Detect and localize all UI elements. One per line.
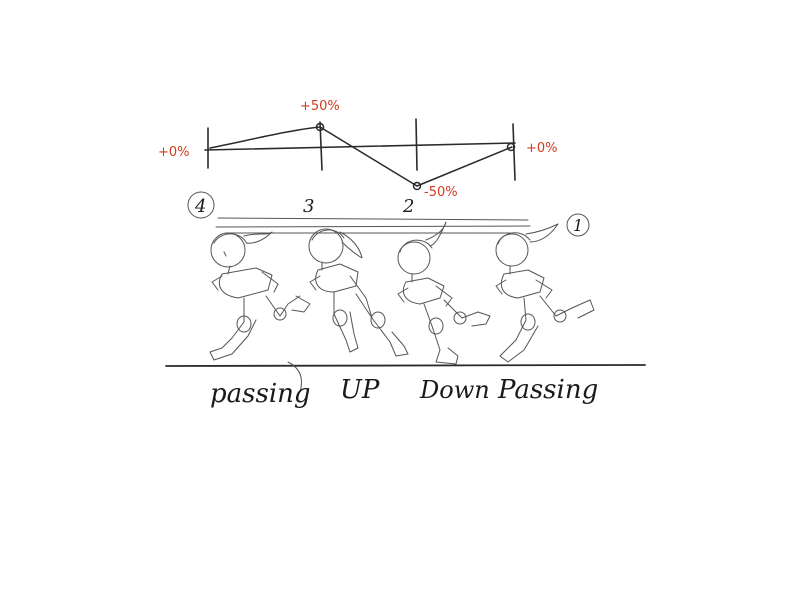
spacing-chart: +0% +50% -50% +0% bbox=[158, 99, 558, 200]
frame-number-circle-1 bbox=[566, 213, 590, 237]
frame-number-4: 4 bbox=[194, 196, 206, 217]
ground-mark bbox=[287, 361, 302, 393]
chart-baseline bbox=[204, 142, 516, 151]
chart-tick-mid-right bbox=[415, 118, 418, 171]
chart-point-bottom bbox=[412, 181, 422, 191]
chart-label-bottom: -50% bbox=[424, 185, 458, 200]
chart-point-top bbox=[315, 122, 325, 132]
frame-number-circle-4 bbox=[187, 191, 215, 219]
frame-number-3: 3 bbox=[303, 196, 314, 217]
runner-passing-left bbox=[209, 231, 311, 361]
runner-up bbox=[308, 228, 409, 357]
runner-down bbox=[397, 221, 491, 365]
chart-curve-drop bbox=[319, 126, 418, 187]
pose-label-passing-right: Passing bbox=[497, 375, 598, 405]
chart-label-left: +0% bbox=[158, 145, 190, 160]
ground-line bbox=[165, 364, 646, 367]
frame-number-1: 1 bbox=[573, 216, 583, 235]
chart-point-right bbox=[506, 142, 516, 152]
pose-label-passing-left: passing bbox=[210, 379, 311, 409]
chart-curve-return bbox=[416, 146, 513, 187]
guide-line-2 bbox=[215, 225, 531, 228]
pose-label-down: Down bbox=[419, 376, 490, 404]
pose-label-up: UP bbox=[340, 375, 380, 405]
chart-curve-rise bbox=[209, 126, 321, 149]
frame-number-2: 2 bbox=[402, 196, 414, 217]
runner-passing-right bbox=[495, 223, 595, 363]
chart-tick-right bbox=[512, 123, 516, 181]
pose-labels: passing UP Down Passing bbox=[210, 375, 598, 409]
guide-line-1 bbox=[217, 217, 529, 221]
chart-label-top: +50% bbox=[300, 99, 340, 114]
frame-numbers: 4 3 2 1 bbox=[187, 191, 590, 237]
chart-label-right: +0% bbox=[526, 141, 558, 156]
guide-lines bbox=[215, 217, 531, 234]
